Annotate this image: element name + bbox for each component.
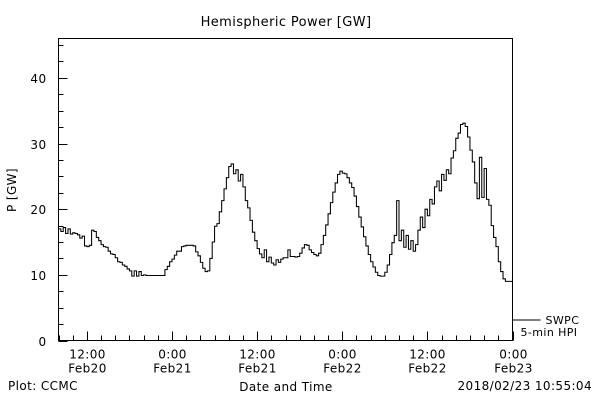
x-axis-ticks: 12:00Feb200:00Feb2112:00Feb210:00Feb2212… — [59, 331, 533, 376]
data-series-line — [58, 122, 514, 282]
data-series-group — [58, 122, 514, 282]
x-axis-label: Date and Time — [239, 380, 332, 394]
legend-sublabel: 5-min HPI — [521, 326, 578, 339]
x-axis-tick-date: Feb22 — [408, 362, 447, 376]
x-axis-tick-date: Feb23 — [494, 362, 533, 376]
x-axis-tick-time: 0:00 — [328, 348, 357, 362]
x-axis-tick-date: Feb21 — [238, 362, 277, 376]
y-axis-tick-label: 10 — [30, 269, 46, 283]
legend-label: SWPC — [546, 314, 580, 327]
generation-timestamp: 2018/02/23 10:55:04 — [458, 379, 592, 393]
x-axis-tick-time: 0:00 — [499, 348, 528, 362]
x-axis-tick-date: Feb22 — [323, 362, 362, 376]
chart-title: Hemispheric Power [GW] — [201, 15, 372, 30]
y-axis-label: P [GW] — [5, 168, 19, 212]
x-axis-tick-time: 12:00 — [69, 348, 106, 362]
y-axis-tick-label: 40 — [30, 72, 46, 86]
x-axis-tick-date: Feb21 — [153, 362, 192, 376]
y-axis-ticks: 0 10 20 30 40 — [30, 45, 68, 349]
y-axis-tick-label: 20 — [30, 203, 46, 217]
x-axis-tick-date: Feb20 — [68, 362, 107, 376]
x-axis-tick-time: 12:00 — [239, 348, 276, 362]
x-axis-tick-time: 12:00 — [409, 348, 446, 362]
plot-credit-label: Plot: CCMC — [8, 379, 78, 393]
plot-frame — [57, 37, 514, 342]
x-axis-tick-time: 0:00 — [158, 348, 187, 362]
y-axis-tick-label: 0 — [38, 335, 46, 349]
y-axis-tick-label: 30 — [30, 138, 46, 152]
